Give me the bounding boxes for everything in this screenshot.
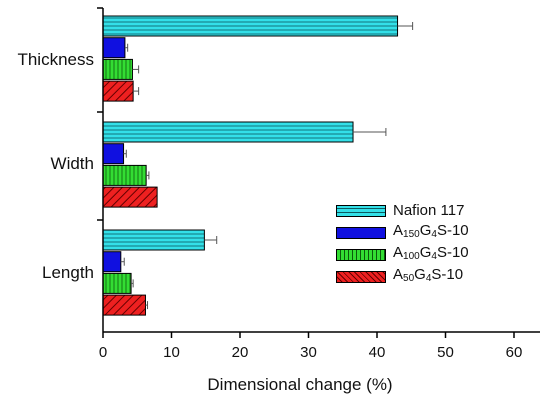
error-bar-thickness-series-1	[124, 43, 129, 52]
error-bar-length-series-0	[204, 236, 218, 244]
error-bar-width-series-1	[123, 149, 127, 158]
bar-thickness-series-1	[102, 37, 126, 59]
error-bar-thickness-series-0	[397, 22, 414, 30]
bar-length-series-2	[102, 272, 132, 294]
bars-layer	[102, 15, 414, 316]
x-tick-label: 50	[437, 344, 454, 361]
bar-length-series-3	[102, 294, 146, 316]
error-bar-length-series-1	[120, 257, 125, 266]
error-bar-thickness-series-2	[132, 65, 140, 74]
bar-width-series-3	[102, 186, 158, 208]
legend-label: A100G4S-10	[393, 244, 469, 262]
legend-label: A50G4S-10	[393, 266, 464, 284]
bar-thickness-series-3	[102, 80, 134, 102]
x-tick-label: 10	[163, 344, 180, 361]
bar-width-series-0	[102, 121, 354, 143]
bar-width-series-2	[102, 164, 147, 186]
legend-swatch	[336, 271, 386, 283]
x-tick-label: 0	[99, 344, 107, 361]
x-tick-label: 60	[506, 344, 523, 361]
bar-length-series-1	[102, 251, 122, 273]
legend-swatch	[336, 205, 386, 217]
bar-length-series-0	[102, 229, 205, 251]
legend-item: A100G4S-10	[336, 244, 526, 266]
category-label-thickness: Thickness	[17, 50, 94, 69]
bar-width-series-1	[102, 143, 125, 165]
category-label-width: Width	[51, 154, 94, 173]
x-tick-label: 40	[369, 344, 386, 361]
bar-thickness-series-2	[102, 58, 133, 80]
legend-label: Nafion 117	[393, 202, 465, 219]
x-axis-title: Dimensional change (%)	[207, 375, 392, 394]
x-tick-label: 30	[300, 344, 317, 361]
category-label-length: Length	[42, 263, 94, 282]
error-bar-width-series-0	[353, 128, 387, 136]
legend: Nafion 117 A150G4S-10 A100G4S-10 A50G4S-10	[336, 200, 526, 288]
bar-thickness-series-0	[102, 15, 399, 37]
legend-item: Nafion 117	[336, 200, 526, 222]
legend-label: A150G4S-10	[393, 222, 469, 240]
x-tick-label: 20	[232, 344, 249, 361]
error-bar-length-series-2	[131, 279, 134, 288]
legend-item: A50G4S-10	[336, 266, 526, 288]
error-bar-width-series-2	[146, 171, 150, 180]
error-bar-thickness-series-3	[133, 87, 140, 96]
legend-swatch	[336, 249, 386, 261]
legend-swatch	[336, 227, 386, 239]
axes-layer: 0 10 20 30 40 50 60 Thickness Width Length	[17, 7, 540, 361]
error-bar-length-series-3	[145, 301, 149, 310]
legend-item: A150G4S-10	[336, 222, 526, 244]
